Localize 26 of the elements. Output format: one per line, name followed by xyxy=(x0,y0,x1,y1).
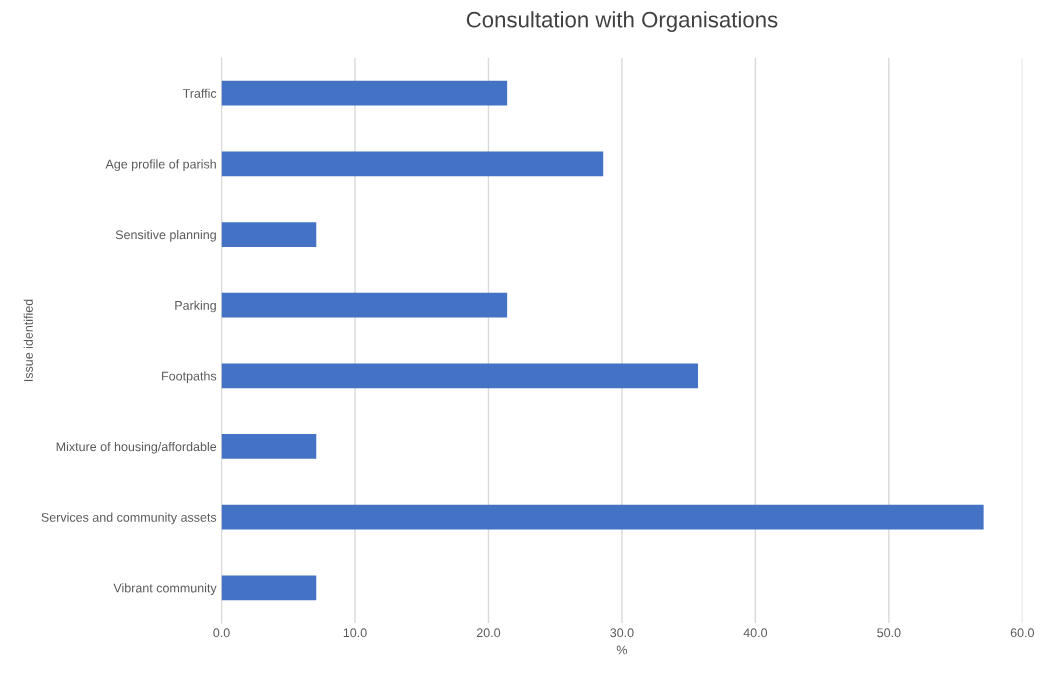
x-tick-label: 20.0 xyxy=(476,628,501,638)
y-tick-label: Vibrant community xyxy=(113,583,217,595)
y-tick-label: Age profile of parish xyxy=(105,159,216,171)
x-tick-label: 40.0 xyxy=(743,628,768,638)
bar xyxy=(221,292,508,318)
y-tick-label: Sensitive planning xyxy=(115,229,216,242)
x-tick-label: 30.0 xyxy=(610,628,634,638)
x-tick-label: 10.0 xyxy=(343,628,367,638)
bar xyxy=(221,363,698,389)
x-tick-label: 0.0 xyxy=(213,628,230,638)
y-axis-title: Issue identified xyxy=(23,299,33,382)
bar xyxy=(221,434,317,459)
x-tick-label: 60.0 xyxy=(1010,628,1034,638)
bar xyxy=(221,80,508,106)
bar xyxy=(221,575,317,601)
y-tick-label: Mixture of housing/affordable xyxy=(56,441,217,454)
bar xyxy=(221,222,317,247)
y-tick-label: Services and community assets xyxy=(41,512,217,525)
y-tick-label: Traffic xyxy=(182,88,217,98)
x-axis-title: % xyxy=(616,645,628,655)
y-tick-label: Parking xyxy=(175,300,216,313)
bar xyxy=(221,151,604,177)
x-tick-label: 50.0 xyxy=(877,628,901,638)
y-tick-label: Footpaths xyxy=(162,371,217,383)
bar xyxy=(221,504,984,530)
chart-title: Consultation with Organisations xyxy=(466,11,778,32)
